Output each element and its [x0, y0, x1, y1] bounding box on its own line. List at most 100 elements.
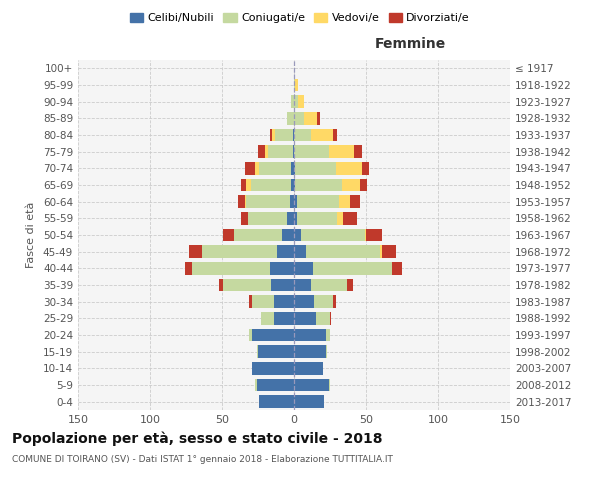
Bar: [223, 279, 271, 291]
Bar: [258, 146, 265, 158]
Bar: [233, 229, 283, 241]
Bar: [283, 229, 294, 241]
Bar: [287, 112, 294, 124]
Bar: [316, 312, 330, 324]
Text: Femmine: Femmine: [375, 38, 446, 52]
Bar: [330, 312, 331, 324]
Legend: Celibi/Nubili, Coniugati/e, Vedovi/e, Divorziati/e: Celibi/Nubili, Coniugati/e, Vedovi/e, Di…: [125, 8, 475, 28]
Bar: [192, 262, 269, 274]
Bar: [257, 379, 294, 391]
Bar: [294, 179, 295, 192]
Bar: [294, 229, 301, 241]
Bar: [338, 196, 350, 208]
Bar: [238, 196, 245, 208]
Bar: [259, 396, 294, 408]
Bar: [311, 279, 347, 291]
Bar: [269, 262, 294, 274]
Bar: [268, 146, 293, 158]
Bar: [347, 279, 353, 291]
Bar: [333, 129, 337, 141]
Bar: [355, 146, 362, 158]
Bar: [329, 146, 355, 158]
Bar: [294, 96, 298, 108]
Bar: [336, 162, 362, 174]
Text: Popolazione per età, sesso e stato civile - 2018: Popolazione per età, sesso e stato civil…: [12, 431, 383, 446]
Bar: [185, 262, 192, 274]
Bar: [365, 229, 366, 241]
Bar: [329, 379, 330, 391]
Bar: [259, 162, 291, 174]
Bar: [313, 262, 392, 274]
Bar: [290, 196, 294, 208]
Bar: [272, 129, 275, 141]
Bar: [269, 129, 272, 141]
Bar: [294, 212, 297, 224]
Bar: [382, 246, 396, 258]
Bar: [257, 346, 258, 358]
Bar: [293, 146, 294, 158]
Bar: [241, 179, 247, 192]
Bar: [202, 246, 277, 258]
Bar: [250, 329, 252, 341]
Bar: [341, 179, 360, 192]
Bar: [326, 329, 330, 341]
Bar: [333, 296, 336, 308]
Bar: [366, 229, 382, 241]
Bar: [294, 312, 316, 324]
Bar: [252, 362, 294, 374]
Bar: [294, 379, 329, 391]
Bar: [241, 212, 248, 224]
Bar: [251, 179, 291, 192]
Bar: [311, 129, 333, 141]
Bar: [350, 196, 360, 208]
Bar: [293, 129, 294, 141]
Bar: [317, 112, 320, 124]
Bar: [248, 212, 287, 224]
Bar: [294, 146, 329, 158]
Bar: [295, 79, 298, 92]
Bar: [294, 196, 297, 208]
Bar: [271, 279, 294, 291]
Bar: [294, 279, 311, 291]
Bar: [314, 296, 333, 308]
Bar: [250, 296, 252, 308]
Bar: [294, 396, 324, 408]
Bar: [255, 379, 257, 391]
Bar: [392, 262, 402, 274]
Bar: [189, 246, 202, 258]
Bar: [294, 162, 295, 174]
Bar: [294, 246, 305, 258]
Bar: [304, 112, 317, 124]
Bar: [362, 162, 369, 174]
Bar: [337, 212, 343, 224]
Bar: [245, 162, 255, 174]
Bar: [287, 212, 294, 224]
Bar: [258, 346, 294, 358]
Bar: [298, 96, 304, 108]
Y-axis label: Fasce di età: Fasce di età: [26, 202, 36, 268]
Bar: [294, 112, 304, 124]
Bar: [291, 162, 294, 174]
Bar: [297, 196, 338, 208]
Bar: [380, 246, 382, 258]
Bar: [247, 179, 251, 192]
Bar: [275, 129, 293, 141]
Bar: [252, 329, 294, 341]
Bar: [294, 329, 326, 341]
Bar: [291, 96, 294, 108]
Bar: [274, 296, 294, 308]
Bar: [274, 312, 294, 324]
Bar: [261, 312, 274, 324]
Bar: [294, 79, 295, 92]
Bar: [294, 362, 323, 374]
Bar: [343, 212, 358, 224]
Bar: [326, 346, 327, 358]
Bar: [360, 179, 367, 192]
Bar: [305, 246, 380, 258]
Bar: [297, 212, 337, 224]
Bar: [245, 196, 247, 208]
Bar: [291, 179, 294, 192]
Bar: [252, 296, 274, 308]
Bar: [295, 179, 341, 192]
Bar: [294, 346, 326, 358]
